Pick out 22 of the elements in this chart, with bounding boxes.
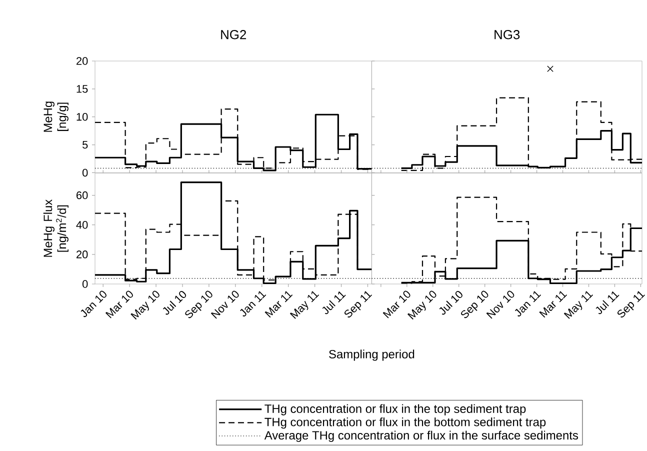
chart-title: NG2 [221,30,246,40]
y-tick-label: 15 [76,85,88,93]
y-tick-label: 20 [76,57,88,65]
x-tick-label: Jul 11 [322,291,346,314]
legend-label: Average THg concentration or flux in the surface sediments [264,430,578,442]
x-tick-label: Jan 10 [80,290,106,318]
x-axis-title: Sampling period [329,350,414,361]
y-tick-label: 60 [76,191,88,200]
x-tick-label: Jul 10 [439,291,462,315]
x-tick-label: Jul 10 [162,291,186,315]
y-axis-title: MeHg [ng/g] [44,102,68,132]
legend-label: THg concentration or flux in the bottom sediment trap [264,418,546,429]
y-tick-label: 0 [82,168,88,177]
y-tick-label: 0 [82,280,88,288]
x-tick-label: Sep 11 [344,291,372,318]
x-tick-label: Sep 10 [185,290,212,318]
y-tick-label: 40 [76,220,88,229]
legend-label: THg concentration or flux in the top sediment trap [264,404,526,416]
y-tick-label: 10 [76,112,88,121]
chart-title: NG3 [494,30,520,40]
y-tick-label: 20 [76,250,88,258]
y-tick-label: 5 [82,140,88,149]
